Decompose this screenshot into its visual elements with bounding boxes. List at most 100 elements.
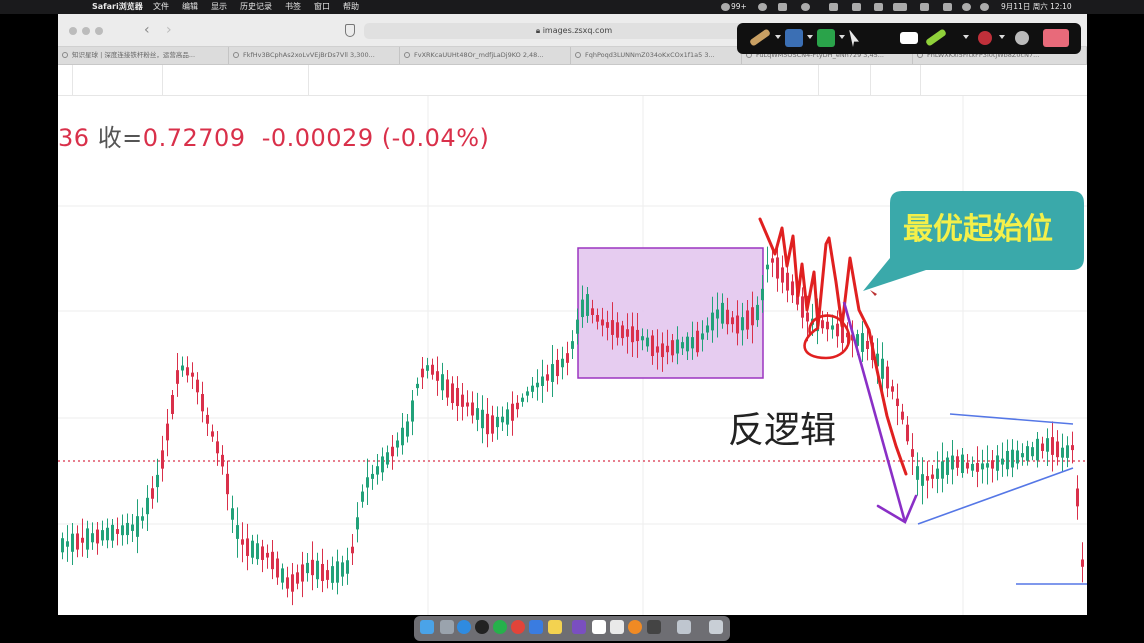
color-picker-icon[interactable] (978, 31, 992, 45)
candle-body (301, 564, 304, 582)
pen-arrowhead-purple (876, 494, 918, 524)
qq-icon[interactable] (475, 620, 489, 634)
candle-body (361, 491, 364, 502)
bluetooth-icon[interactable] (874, 3, 883, 11)
tab-4[interactable]: FqhPoqd3LUNNmZ034oKxCOx1f1a5 3... (571, 47, 742, 64)
candle-body (466, 402, 469, 407)
app3-icon[interactable] (628, 620, 642, 634)
menu-app-name[interactable]: Safari浏览器 (92, 2, 143, 11)
tab-3[interactable]: FvXRKcaUUHt48Or_mdfjLaDj9KO 2,48... (400, 47, 571, 64)
callout-bubble (863, 191, 1084, 291)
candle-body (756, 304, 759, 321)
chevron-down-icon[interactable] (999, 35, 1005, 39)
chevron-down-icon[interactable] (775, 35, 781, 39)
trash-icon[interactable] (709, 620, 723, 634)
candle-body (236, 525, 239, 539)
candle-body (761, 288, 764, 301)
candle-body (951, 455, 954, 470)
tab-2[interactable]: FkfHv3BCphAs2xoLvVEjBrDs7Vll 3,300... (229, 47, 400, 64)
eraser-icon[interactable] (1043, 29, 1069, 47)
app5-icon[interactable] (677, 620, 691, 634)
close-value: 0.72709 (142, 124, 246, 152)
control-center-icon[interactable] (943, 3, 952, 11)
screen-record-icon[interactable] (778, 3, 787, 11)
wifi-icon[interactable] (920, 3, 929, 11)
candle-body (896, 398, 899, 407)
notes-icon[interactable] (548, 620, 562, 634)
candle-body (221, 454, 224, 467)
status-app-icon[interactable] (721, 3, 730, 11)
back-icon[interactable]: ‹ (144, 22, 150, 38)
menu-view[interactable]: 显示 (211, 2, 227, 11)
menu-history[interactable]: 历史记录 (240, 2, 272, 11)
candle-body (906, 424, 909, 442)
menu-bookmarks[interactable]: 书签 (285, 2, 301, 11)
candle-body (916, 466, 919, 480)
menu-file[interactable]: 文件 (153, 2, 169, 11)
safari-icon[interactable] (457, 620, 471, 634)
candle-body (71, 533, 74, 552)
privacy-shield-icon[interactable] (345, 24, 355, 37)
candle-body (706, 325, 709, 333)
candle-body (646, 337, 649, 347)
battery-icon[interactable] (893, 3, 907, 11)
volume-icon[interactable] (852, 3, 861, 11)
address-bar[interactable]: 🔒︎ images.zsxq.com (364, 23, 784, 39)
candle-body (181, 365, 184, 371)
candle-body (961, 454, 964, 474)
app2-icon[interactable] (610, 620, 624, 634)
launchpad-icon[interactable] (440, 620, 454, 634)
candle-body (881, 358, 884, 379)
wechat-icon[interactable] (493, 620, 507, 634)
pen-circle-red (803, 314, 851, 360)
menu-window[interactable]: 窗口 (314, 2, 330, 11)
candle-body (741, 317, 744, 331)
chevron-down-icon[interactable] (839, 35, 845, 39)
app-icon[interactable] (572, 620, 586, 634)
pencil-icon[interactable] (748, 28, 772, 47)
candle-body (141, 516, 144, 521)
pointer-icon[interactable] (849, 29, 859, 47)
candle-body (781, 267, 784, 283)
chevron-down-icon[interactable] (963, 35, 969, 39)
candle-body (746, 310, 749, 330)
finder-icon[interactable] (420, 620, 434, 634)
status-icon-2[interactable] (801, 3, 810, 11)
candle-body (321, 563, 324, 582)
header-segment (870, 65, 921, 95)
tab-1[interactable]: 知识星球 | 深度连接铁杆粉丝，运营高品... (58, 47, 229, 64)
chevron-down-icon[interactable] (807, 35, 813, 39)
candle-body (536, 382, 539, 388)
text-tool-icon[interactable] (785, 29, 803, 47)
candle-body (551, 364, 554, 382)
candle-body (701, 333, 704, 340)
header-segment (162, 65, 309, 95)
siri-icon[interactable] (980, 3, 989, 11)
minimize-window-button[interactable] (82, 27, 90, 35)
gear-icon[interactable] (1015, 31, 1029, 45)
close-window-button[interactable] (69, 27, 77, 35)
input-method-icon[interactable] (829, 3, 838, 11)
zoom-window-button[interactable] (95, 27, 103, 35)
shapes-icon[interactable] (817, 29, 835, 47)
candle-body (566, 353, 569, 363)
chrome-icon[interactable] (511, 620, 525, 634)
forward-icon[interactable]: › (166, 22, 172, 38)
notion-icon[interactable] (592, 620, 606, 634)
status-icon-1[interactable] (758, 3, 767, 11)
candle-body (521, 397, 524, 402)
whiteboard-icon[interactable] (900, 32, 918, 44)
candle-body (1071, 445, 1074, 451)
candle-body (226, 473, 229, 495)
candle-body (506, 409, 509, 425)
app4-icon[interactable] (647, 620, 661, 634)
candle-body (576, 319, 579, 334)
mail-icon[interactable] (529, 620, 543, 634)
menubar-clock[interactable]: 9月11日 周六 12:10 (1001, 2, 1072, 11)
highlighter-icon[interactable] (924, 28, 948, 47)
menu-edit[interactable]: 编辑 (182, 2, 198, 11)
candle-body (1056, 441, 1059, 458)
menu-help[interactable]: 帮助 (343, 2, 359, 11)
search-icon[interactable] (962, 3, 971, 11)
candle-body (381, 456, 384, 473)
